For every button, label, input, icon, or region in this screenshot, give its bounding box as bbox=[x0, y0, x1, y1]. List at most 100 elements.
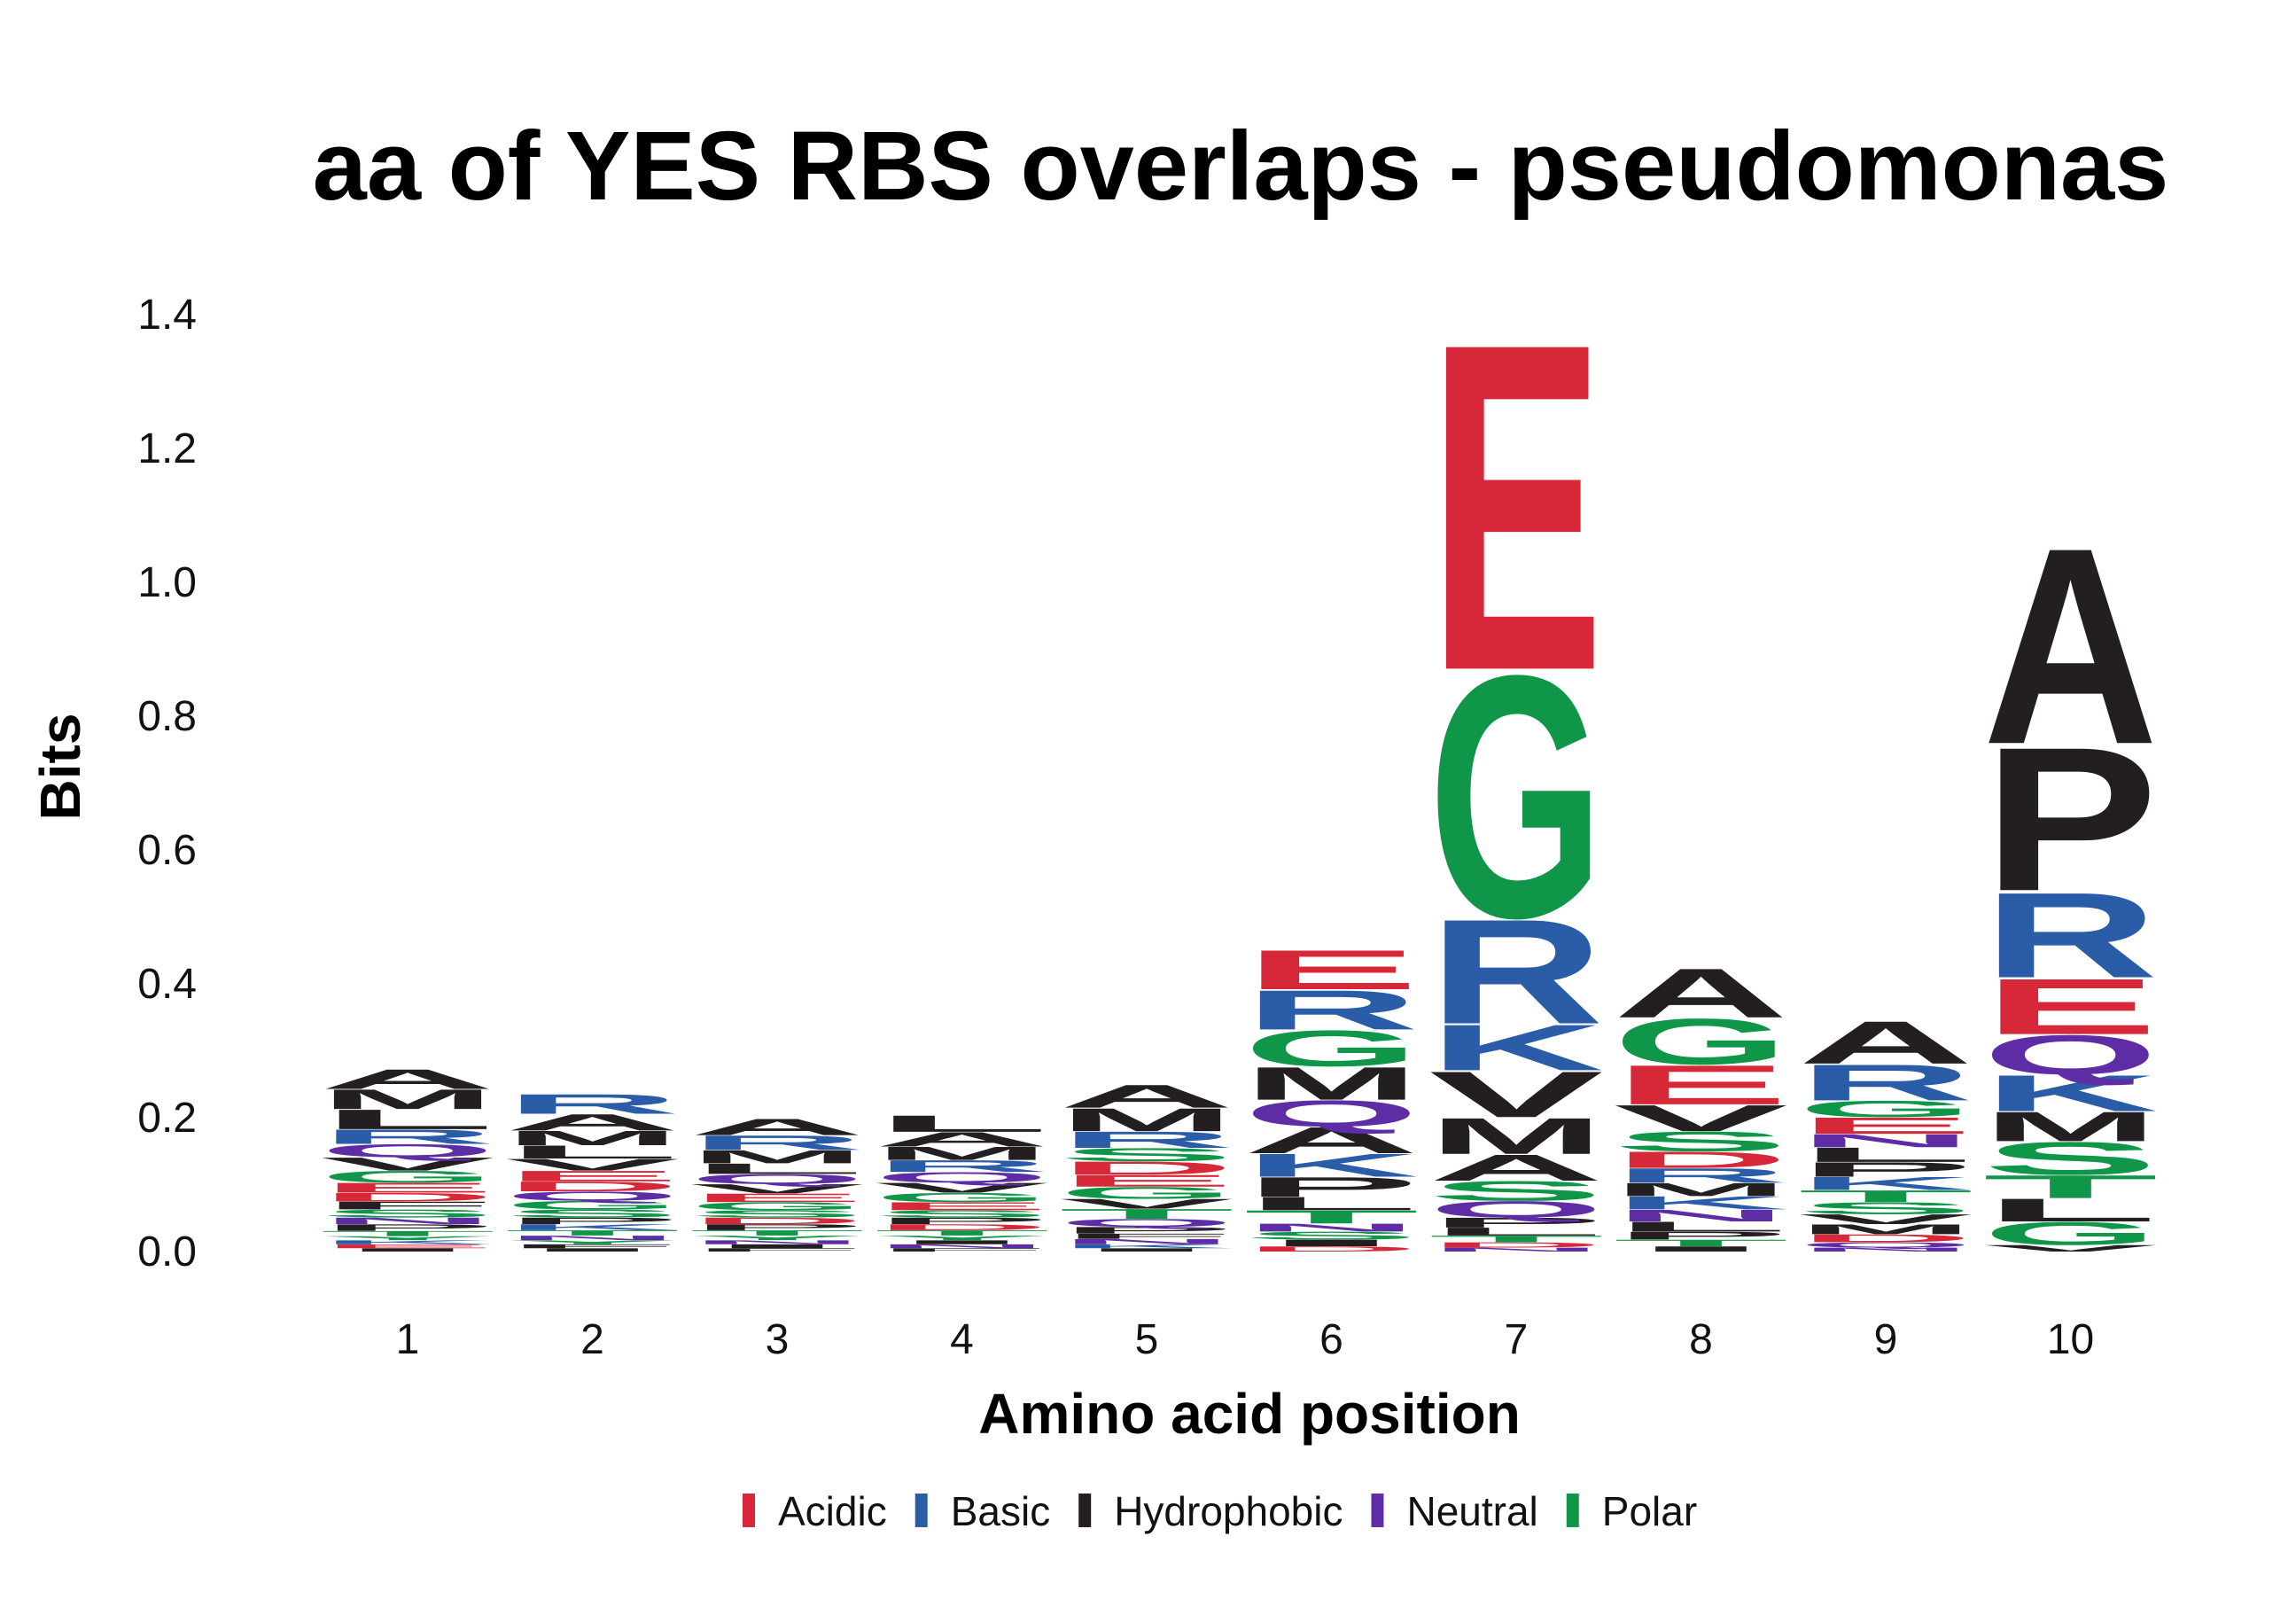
logo-letter: V bbox=[320, 1154, 494, 1175]
x-tick-label: 8 bbox=[1689, 1316, 1713, 1363]
logo-letter: N bbox=[689, 1239, 865, 1245]
logo-letter: I bbox=[1244, 1237, 1420, 1248]
logo-letter: V bbox=[1428, 1057, 1603, 1131]
logo-letter: T bbox=[320, 1229, 495, 1237]
logo-letter: E bbox=[1243, 939, 1419, 1001]
logo-letter: S bbox=[1059, 1144, 1234, 1166]
logo-letter: A bbox=[1244, 1119, 1420, 1161]
logo-letter: M bbox=[689, 1146, 865, 1167]
logo-letter: N bbox=[874, 1244, 1049, 1250]
logo-letter: L bbox=[1244, 1193, 1420, 1214]
logo-letter: M bbox=[1244, 1057, 1420, 1110]
x-tick-label: 6 bbox=[1319, 1316, 1343, 1363]
x-tick-label: 10 bbox=[2047, 1316, 2094, 1363]
logo-letter: A bbox=[689, 1114, 865, 1140]
logo-letter: A bbox=[320, 1064, 495, 1095]
logo-letter: L bbox=[1983, 1192, 2159, 1228]
logo-letter: S bbox=[1614, 1126, 1789, 1157]
logo-letter: G bbox=[1983, 1215, 2159, 1252]
logo-letter: F bbox=[320, 1199, 495, 1212]
logo-letter: R bbox=[1059, 1127, 1234, 1152]
logo-letter: L bbox=[1428, 1225, 1604, 1237]
logo-letter: T bbox=[1428, 1234, 1604, 1244]
x-axis-ticks: 1 2 3 4 5 6 7 8 9 10 bbox=[396, 1316, 2095, 1363]
logo-letter: L bbox=[1614, 1219, 1789, 1235]
logo-letter: G bbox=[1428, 604, 1604, 990]
legend-item: Neutral bbox=[1371, 1488, 1538, 1534]
logo-letter: N bbox=[1059, 1237, 1234, 1245]
logo-letter: L bbox=[689, 1160, 865, 1177]
logo-letter: I bbox=[875, 1239, 1050, 1245]
logo-letter: Q bbox=[505, 1189, 681, 1203]
x-tick-label: 3 bbox=[766, 1316, 790, 1363]
logo-letter: R bbox=[320, 1126, 495, 1149]
logo-letter: Q bbox=[1983, 1024, 2159, 1087]
logo-letter: A bbox=[1798, 1009, 1973, 1076]
logo-letter: K bbox=[1798, 1174, 1973, 1195]
logo-letter: T bbox=[1798, 1187, 1973, 1205]
logo-letter: Q bbox=[875, 1169, 1050, 1186]
logo-letter: Q bbox=[1059, 1217, 1234, 1229]
logo-letter: D bbox=[1798, 1232, 1973, 1244]
logo-letter: E bbox=[689, 1191, 865, 1205]
legend-swatch bbox=[1566, 1494, 1579, 1527]
logo-letter: T bbox=[689, 1228, 865, 1236]
logo-letter: M bbox=[505, 1127, 681, 1150]
legend-label: Basic bbox=[951, 1488, 1050, 1534]
logo-letter: Q bbox=[1244, 1093, 1420, 1135]
logo-letter: E bbox=[320, 1244, 495, 1250]
logo-letter: L bbox=[875, 1111, 1050, 1136]
logo-letter: Y bbox=[505, 1239, 681, 1245]
logo-letter: P bbox=[1428, 1215, 1604, 1231]
logo-letter: E bbox=[505, 1167, 681, 1184]
logo-letter: G bbox=[1798, 1096, 1973, 1121]
logo-letter: P bbox=[1059, 1225, 1234, 1236]
logo-letter: D bbox=[505, 1179, 681, 1195]
legend-swatch bbox=[915, 1494, 928, 1527]
logo-letter: V bbox=[1059, 1196, 1234, 1212]
logo-letter: Y bbox=[875, 1235, 1050, 1242]
logo-letter: N bbox=[1613, 1206, 1788, 1225]
logo-letter: L bbox=[320, 1104, 495, 1135]
logo-letter: R bbox=[1798, 1054, 1973, 1112]
logo-letter: R bbox=[1614, 1164, 1789, 1187]
legend-item: Acidic bbox=[743, 1488, 887, 1534]
logo-letter: Q bbox=[320, 1141, 495, 1161]
logo-letter: S bbox=[1428, 1175, 1604, 1206]
logo-letter: G bbox=[1059, 1183, 1234, 1202]
logo-letter: F bbox=[505, 1244, 681, 1250]
legend-item: Polar bbox=[1566, 1488, 1697, 1534]
y-tick-label: 0.0 bbox=[137, 1228, 197, 1275]
logo-letter: D bbox=[689, 1216, 865, 1227]
logo-letter: D bbox=[1428, 1241, 1604, 1249]
logo-stacks: IEKYTPNSFDEGVQRLMAIFYNTKPSGQDEVLMARFINYT… bbox=[320, 246, 2159, 1253]
logo-letter: I bbox=[1059, 1247, 1234, 1252]
y-axis-title: Bits bbox=[28, 714, 92, 821]
logo-letter: V bbox=[875, 1180, 1049, 1196]
logo-letter: P bbox=[1983, 705, 2159, 934]
y-tick-label: 1.2 bbox=[137, 425, 197, 472]
y-axis-ticks: 0.0 0.2 0.4 0.6 0.8 1.0 1.2 1.4 bbox=[137, 292, 197, 1275]
logo-letter: P bbox=[875, 1216, 1050, 1227]
logo-letter: E bbox=[1983, 963, 2159, 1051]
legend-item: Hydrophobic bbox=[1078, 1488, 1343, 1534]
logo-letter: M bbox=[1428, 1107, 1604, 1165]
logo-letter: M bbox=[1614, 1179, 1789, 1200]
logo-letter: Y bbox=[689, 1235, 865, 1242]
y-tick-label: 0.2 bbox=[137, 1095, 197, 1142]
logo-letter: G bbox=[1614, 1005, 1789, 1079]
y-tick-label: 1.4 bbox=[137, 292, 197, 339]
logo-letter: R bbox=[689, 1131, 865, 1154]
x-tick-label: 7 bbox=[1505, 1316, 1529, 1363]
logo-letter: Y bbox=[320, 1235, 495, 1241]
logo-letter: T bbox=[875, 1228, 1050, 1236]
logo-letter: S bbox=[875, 1208, 1050, 1220]
legend-label: Acidic bbox=[778, 1488, 887, 1534]
logo-letter: G bbox=[505, 1198, 681, 1212]
logo-letter: N bbox=[1798, 1130, 1973, 1151]
x-tick-label: 9 bbox=[1874, 1316, 1898, 1363]
